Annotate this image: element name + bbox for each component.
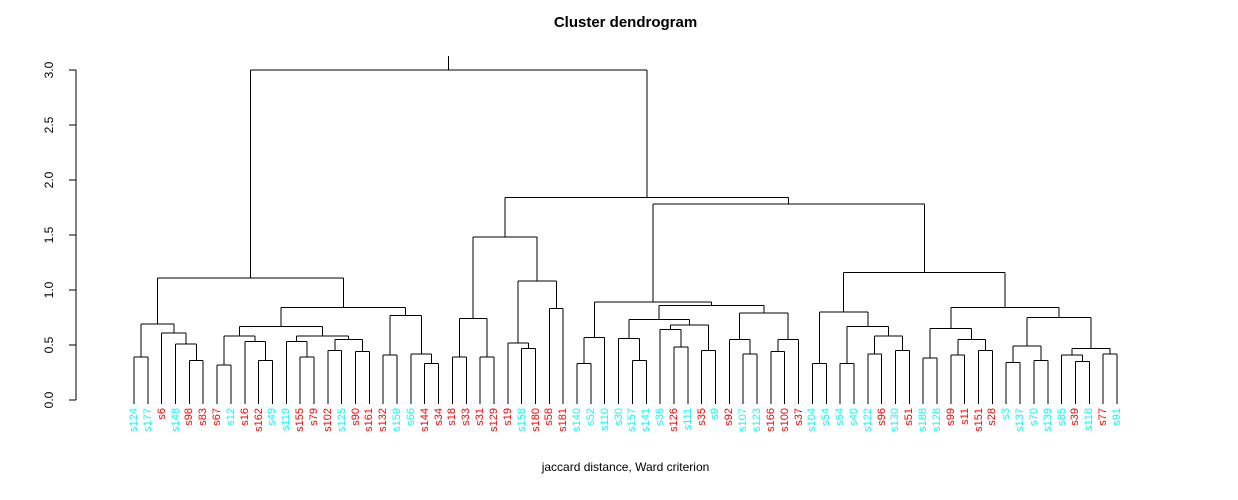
leaf-label: s36: [654, 408, 667, 426]
leaf-label: s19: [501, 408, 514, 426]
leaf-label: s188: [917, 408, 930, 432]
leaf-label: s102: [321, 408, 334, 432]
leaf-label: s132: [377, 408, 390, 432]
leaf-label: s124: [128, 408, 140, 432]
leaf-label: s181: [557, 408, 570, 432]
leaf-label: s157: [626, 408, 639, 432]
leaf-label: s144: [418, 408, 431, 432]
leaf-label: s37: [792, 408, 805, 426]
leaf-label: s125: [335, 408, 348, 432]
leaf-label: s104: [806, 408, 819, 432]
leaf-label: s107: [737, 408, 750, 432]
leaf-label: s148: [169, 408, 182, 432]
leaf-label: s126: [667, 408, 680, 432]
leaf-label: s70: [1027, 408, 1040, 426]
y-axis-tick: 2.5: [42, 116, 56, 134]
leaf-label: s92: [723, 408, 736, 426]
leaf-label: s100: [778, 408, 791, 432]
leaf-label: s3: [1000, 408, 1013, 420]
y-axis-tick: 1.5: [42, 226, 56, 244]
leaf-label: s34: [432, 408, 445, 426]
chart-title: Cluster dendrogram: [553, 14, 698, 31]
leaf-label: s16: [238, 408, 251, 426]
leaf-label: s141: [640, 408, 653, 432]
leaf-label: s67: [211, 408, 224, 426]
leaf-label: s137: [1014, 408, 1027, 432]
leaf-label: s9: [709, 408, 722, 420]
leaf-label: s90: [349, 408, 362, 426]
leaf-label: s12: [224, 408, 237, 426]
leaf-label: s31: [474, 408, 487, 426]
y-axis-tick: 0.5: [42, 336, 56, 354]
leaf-label: s18: [446, 408, 459, 426]
leaf-label: s99: [944, 408, 957, 426]
leaf-label: s49: [266, 408, 279, 426]
leaf-label: s40: [847, 408, 860, 426]
y-axis-tick: 2.0: [42, 171, 56, 189]
leaf-label: s77: [1097, 408, 1110, 426]
leaf-label: s64: [834, 408, 847, 426]
leaf-label: s122: [861, 408, 874, 432]
leaf-label: s52: [584, 408, 597, 426]
leaf-label: s119: [280, 408, 293, 432]
leaf-label: s33: [460, 408, 473, 426]
leaf-label: s155: [294, 408, 307, 432]
leaf-label: s111: [681, 408, 694, 431]
leaf-label: s85: [1055, 408, 1068, 426]
leaf-label: s123: [751, 408, 764, 432]
leaf-label: s98: [183, 408, 196, 426]
leaf-label: s128: [931, 408, 943, 432]
leaf-label: s91: [1111, 408, 1123, 426]
leaf-label: s79: [307, 408, 320, 426]
leaf-label: s140: [571, 408, 584, 432]
leaf-label: s96: [875, 408, 888, 426]
leaf-label: s130: [889, 408, 902, 432]
leaf-label: s83: [197, 408, 210, 426]
leaf-label: s30: [612, 408, 625, 426]
leaf-label: s161: [363, 408, 376, 432]
leaf-label: s139: [1041, 408, 1054, 432]
leaf-label: s180: [529, 408, 542, 432]
leaf-label: s39: [1069, 408, 1082, 426]
leaf-label: s51: [903, 408, 916, 426]
leaf-label: s28: [986, 408, 999, 426]
leaf-label: s177: [141, 408, 154, 432]
leaf-label: s162: [252, 408, 265, 432]
leaf-label: s54: [820, 408, 833, 426]
leaf-label: s66: [404, 408, 417, 426]
leaf-label: s58: [543, 408, 556, 426]
leaf-label: s110: [598, 408, 611, 432]
leaf-label: s6: [155, 408, 168, 420]
y-axis-tick: 1.0: [42, 281, 56, 299]
x-axis-label: jaccard distance, Ward criterion: [541, 460, 710, 474]
leaf-label: s11: [958, 408, 971, 425]
leaf-label: s151: [972, 408, 985, 432]
y-axis-tick: 3.0: [42, 61, 56, 79]
leaf-label: s35: [695, 408, 708, 426]
leaf-label: s118: [1083, 408, 1096, 432]
leaf-label: s159: [391, 408, 404, 432]
leaf-label: s129: [487, 408, 500, 432]
leaf-label: s158: [515, 408, 528, 432]
y-axis-tick: 0.0: [42, 391, 56, 409]
leaf-label: s166: [764, 408, 777, 432]
